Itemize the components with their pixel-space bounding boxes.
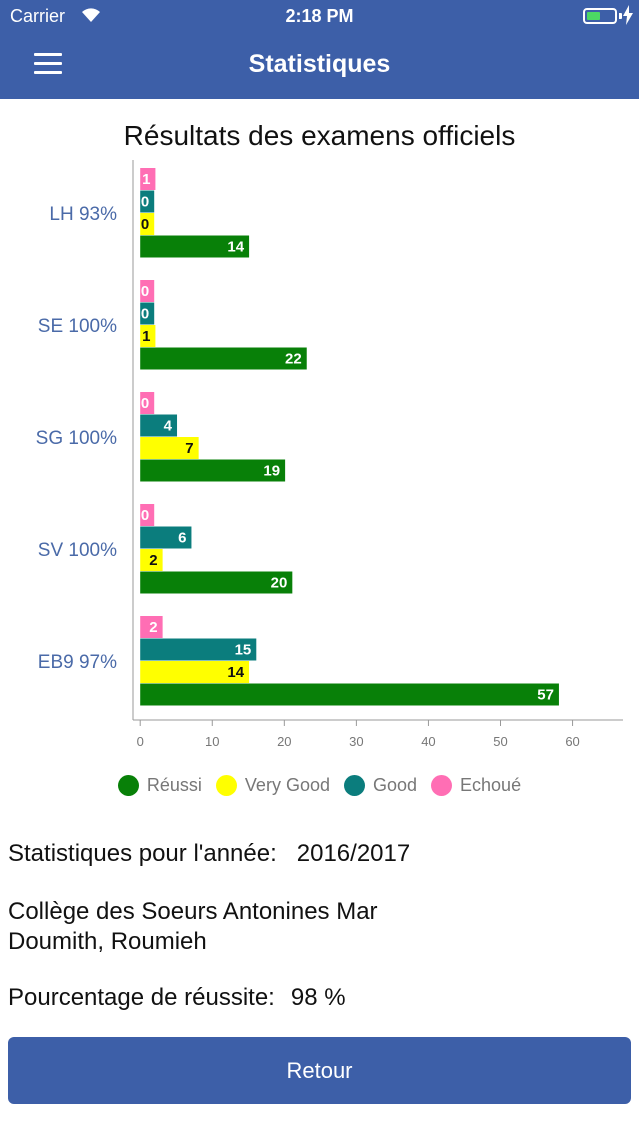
bar-value-label: 20	[271, 575, 288, 592]
retour-button[interactable]: Retour	[8, 1037, 631, 1104]
bar	[140, 571, 293, 594]
bar-value-label: 0	[141, 507, 149, 524]
chart-title: Résultats des examens officiels	[123, 120, 516, 151]
bar	[140, 683, 559, 706]
bar-value-label: 7	[185, 440, 193, 457]
bar-value-label: 6	[178, 530, 186, 547]
bar	[140, 549, 163, 571]
bar	[140, 459, 286, 482]
battery-level	[587, 12, 600, 20]
year-row: Statistiques pour l'année: 2016/2017	[8, 840, 410, 868]
x-tick-label: 0	[137, 734, 144, 749]
bar	[140, 347, 307, 370]
bar	[140, 213, 155, 235]
bar-value-label: 0	[141, 216, 149, 233]
bar-value-label: 19	[263, 463, 280, 480]
chart-legend: Réussi Very Good Good Echoué	[0, 775, 639, 796]
page-title: Statistiques	[248, 50, 391, 78]
bar	[140, 414, 178, 437]
bar-value-label: 0	[141, 194, 149, 211]
bar	[140, 280, 155, 302]
bar-value-label: 57	[537, 687, 554, 704]
legend-swatch	[117, 775, 139, 796]
bar	[140, 302, 155, 325]
bar-value-label: 14	[227, 664, 244, 681]
bar-value-label: 0	[141, 283, 149, 300]
bar-value-label: 14	[227, 239, 244, 256]
bar-value-label: 4	[164, 418, 173, 435]
legend-label: Very Good	[244, 775, 330, 795]
legend-item: Very Good	[215, 775, 330, 796]
navigation-bar: Carrier 2:18 PM Statistiques	[0, 0, 639, 99]
legend-label: Echoué	[460, 775, 522, 795]
bar	[140, 504, 155, 526]
year-value: 2016/2017	[296, 840, 411, 867]
hamburger-menu-icon[interactable]	[34, 53, 62, 75]
charging-bolt-icon	[623, 5, 633, 25]
bar-value-label: 2	[149, 552, 157, 569]
x-tick-label: 10	[205, 734, 219, 749]
bar	[140, 325, 156, 347]
carrier-label: Carrier	[10, 6, 66, 26]
wifi-icon	[82, 8, 100, 22]
success-label: Pourcentage de réussite:	[8, 984, 275, 1011]
year-label: Statistiques pour l'année:	[8, 840, 277, 867]
legend-item: Echoué	[431, 775, 521, 796]
bar-value-label: 0	[141, 306, 149, 323]
bar-value-label: 15	[235, 642, 252, 659]
bar	[140, 616, 163, 638]
school-name: Collège des Soeurs Antonines Mar Doumith…	[8, 898, 378, 955]
legend-swatch	[431, 775, 453, 796]
legend-swatch	[343, 775, 365, 796]
bar	[140, 190, 155, 213]
legend-label: Réussi	[146, 775, 202, 795]
success-value: 98 %	[290, 984, 346, 1011]
x-tick-label: 20	[277, 734, 291, 749]
bar-value-label: 22	[285, 351, 302, 368]
x-tick-label: 60	[565, 734, 579, 749]
bar	[140, 235, 250, 258]
success-row: Pourcentage de réussite: 98 %	[8, 984, 346, 1012]
bar-value-label: 1	[142, 171, 150, 188]
bar-value-label: 1	[142, 328, 150, 345]
bar	[140, 638, 257, 661]
status-bar: Carrier 2:18 PM	[0, 0, 639, 32]
x-tick-label: 30	[349, 734, 363, 749]
bar-value-label: 0	[141, 395, 149, 412]
legend-swatch	[215, 775, 237, 796]
battery-tip	[619, 13, 622, 19]
status-time: 2:18 PM	[285, 6, 354, 26]
category-label: SV 100%	[38, 540, 117, 561]
bar-value-label: 2	[149, 619, 157, 636]
legend-label: Good	[372, 775, 418, 795]
x-tick-label: 50	[493, 734, 507, 749]
x-tick-label: 40	[421, 734, 435, 749]
bar	[140, 437, 199, 459]
bar	[140, 661, 250, 683]
bar	[140, 168, 156, 190]
category-label: LH 93%	[49, 204, 117, 225]
category-label: EB9 97%	[38, 652, 117, 673]
battery-icon	[583, 8, 617, 24]
category-label: SG 100%	[36, 428, 117, 449]
category-label: SE 100%	[38, 316, 117, 337]
legend-item: Good	[343, 775, 418, 796]
bar	[140, 392, 155, 414]
bar	[140, 526, 192, 549]
legend-item: Réussi	[117, 775, 202, 796]
